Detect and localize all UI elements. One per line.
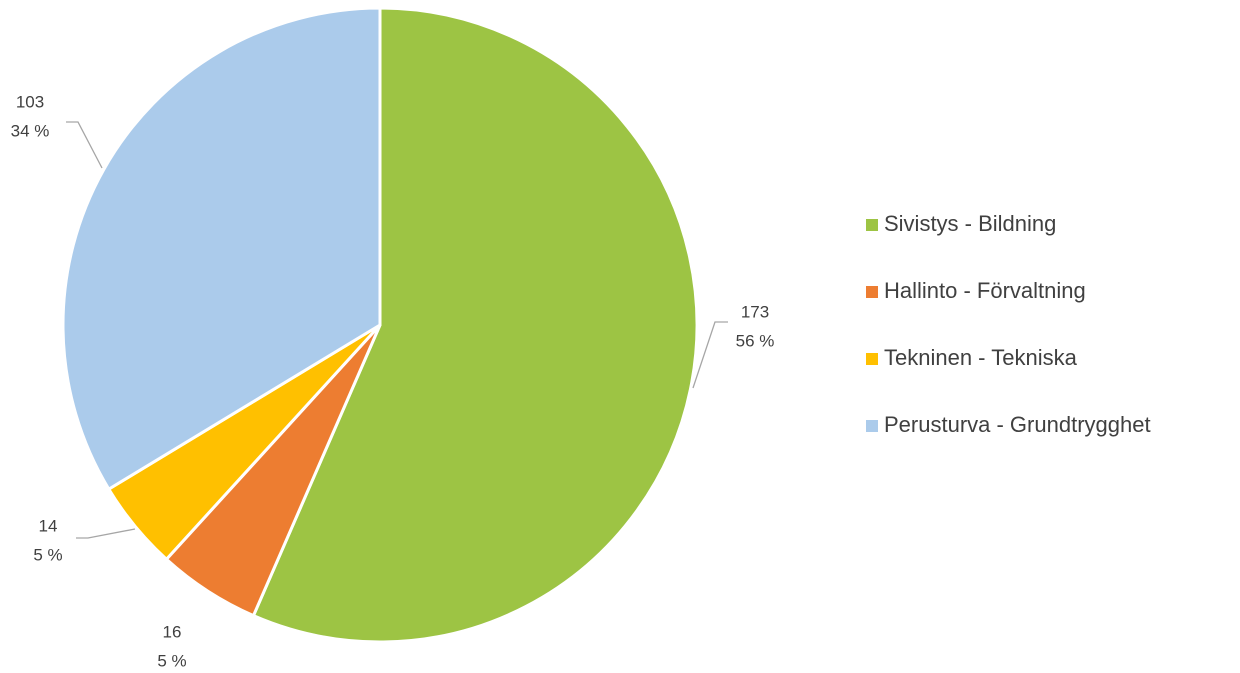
leader-line <box>76 528 136 539</box>
data-label: 103 <box>16 92 44 111</box>
data-label: 16 <box>163 622 182 641</box>
legend-label: Sivistys - Bildning <box>884 211 1056 236</box>
legend-label: Perusturva - Grundtrygghet <box>884 412 1151 437</box>
legend-swatch <box>866 286 878 298</box>
legend-swatch <box>866 353 878 365</box>
legend-swatch <box>866 420 878 432</box>
data-label: 173 <box>741 302 769 321</box>
leader-line <box>66 121 103 169</box>
percent-label: 5 % <box>33 545 62 564</box>
legend-label: Tekninen - Tekniska <box>884 345 1078 370</box>
pie-slice <box>251 6 699 644</box>
percent-label: 5 % <box>157 651 186 670</box>
percent-label: 56 % <box>736 331 775 350</box>
pie-slice <box>61 6 382 491</box>
legend-swatch <box>866 219 878 231</box>
data-label: 14 <box>39 516 58 535</box>
legend-label: Hallinto - Förvaltning <box>884 278 1086 303</box>
percent-label: 34 % <box>11 121 50 140</box>
leader-line <box>692 321 728 389</box>
